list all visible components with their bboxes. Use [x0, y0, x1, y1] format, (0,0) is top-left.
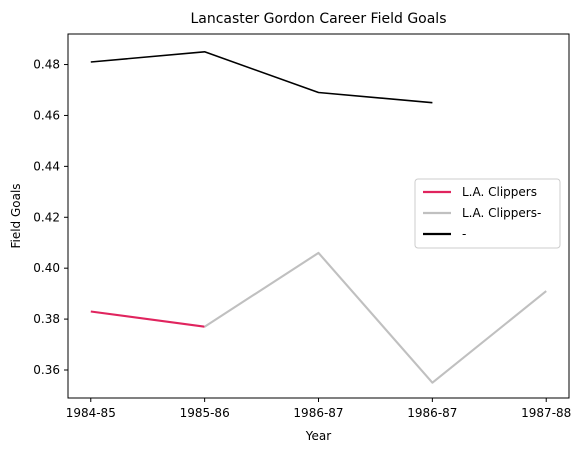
x-tick-label: 1986-87 — [407, 406, 457, 420]
legend: L.A. Clippers L.A. Clippers- - — [414, 178, 561, 249]
y-tick-label: 0.40 — [33, 261, 60, 275]
legend-box — [414, 178, 561, 249]
x-tick-label: 1984-85 — [66, 406, 116, 420]
x-tick-label: 1986-87 — [293, 406, 343, 420]
y-axis-ticks: 0.36 0.38 0.40 0.42 0.44 0.46 0.48 — [33, 58, 68, 377]
x-tick-label: 1985-86 — [180, 406, 230, 420]
series-line-2 — [204, 251, 547, 384]
legend-label-1: L.A. Clippers — [462, 185, 537, 199]
series-line-1 — [90, 310, 205, 328]
y-axis-label: Field Goals — [9, 183, 23, 248]
x-axis-label: Year — [305, 429, 331, 443]
y-tick-label: 0.38 — [33, 312, 60, 326]
y-tick-label: 0.42 — [33, 210, 60, 224]
legend-label-2: L.A. Clippers- — [462, 206, 541, 220]
x-axis-ticks: 1984-851985-861986-871986-871987-88Caree… — [66, 398, 571, 420]
plot-lines — [90, 50, 547, 384]
series-line-3 — [90, 50, 433, 104]
y-tick-label: 0.48 — [33, 58, 60, 72]
y-tick-label: 0.46 — [33, 108, 60, 122]
x-tick-label: 1987-88 — [521, 406, 571, 420]
y-tick-label: 0.44 — [33, 159, 60, 173]
chart-title: Lancaster Gordon Career Field Goals — [190, 11, 446, 27]
legend-label-3: - — [462, 227, 466, 241]
y-tick-label: 0.36 — [33, 363, 60, 377]
